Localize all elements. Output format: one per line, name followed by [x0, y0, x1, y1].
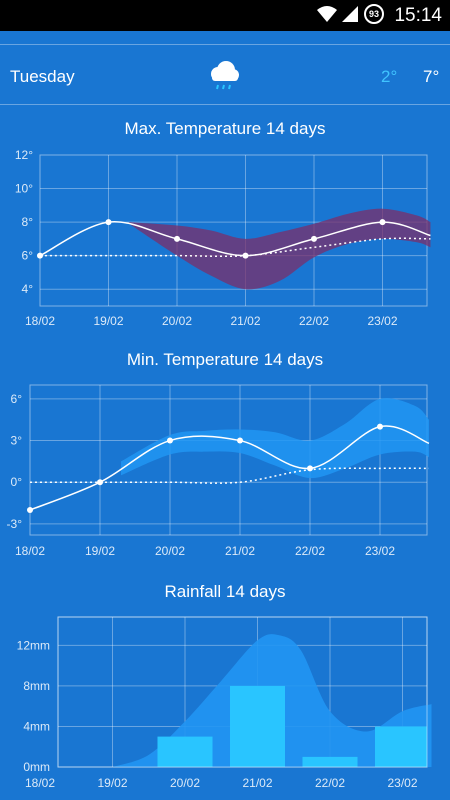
- temp-min: 2°: [381, 67, 398, 86]
- y-tick-label: 12mm: [17, 638, 50, 652]
- rainfall-bar: [302, 756, 358, 767]
- y-tick-label: 8mm: [23, 679, 50, 693]
- data-point: [311, 235, 317, 242]
- x-tick-label: 20/02: [155, 544, 185, 558]
- x-tick-label: 20/02: [162, 314, 192, 328]
- x-tick-label: 18/02: [25, 314, 55, 328]
- x-tick-label: 22/02: [299, 314, 329, 328]
- x-tick-label: 21/02: [230, 314, 260, 328]
- max-temp-chart-title: Max. Temperature 14 days: [124, 119, 326, 138]
- max-temp-chart: 18/02 19/02 20/02 21/02 22/02 23/02 4° 6° 8° 10° 1…: [15, 148, 431, 328]
- y-tick-label: 3°: [11, 434, 23, 448]
- rainfall-bar: [157, 736, 213, 767]
- data-point: [307, 465, 313, 472]
- x-tick-label: 18/02: [25, 776, 55, 790]
- x-tick-label: 22/02: [295, 544, 325, 558]
- data-point: [379, 219, 386, 226]
- x-tick-label: 21/02: [242, 776, 272, 790]
- y-tick-label: 10°: [15, 182, 33, 196]
- x-tick-label: 22/02: [315, 776, 345, 790]
- top-divider: [0, 44, 450, 45]
- temp-max: 7°: [423, 67, 440, 86]
- x-tick-label: 23/02: [387, 776, 417, 790]
- rainfall-bar: [230, 685, 285, 767]
- data-point: [105, 219, 112, 226]
- y-tick-label: 0°: [11, 475, 23, 489]
- y-tick-label: 6°: [11, 392, 23, 406]
- x-tick-label: 19/02: [85, 544, 115, 558]
- x-tick-label: 23/02: [365, 544, 395, 558]
- min-temp-chart: 18/02 19/02 20/02 21/02 22/02 23/02 -3° 0° 3° 6°: [7, 384, 430, 558]
- wifi-icon: [317, 6, 337, 22]
- data-point: [97, 479, 103, 486]
- rainfall-bar: [375, 726, 427, 767]
- day-label: Tuesday: [10, 67, 75, 86]
- x-tick-label: 23/02: [367, 314, 397, 328]
- y-tick-label: -3°: [7, 517, 23, 531]
- y-tick-label: 8°: [22, 215, 34, 229]
- data-point: [167, 437, 173, 444]
- x-tick-label: 20/02: [170, 776, 200, 790]
- forecast-summary-row[interactable]: Tuesday 2° 7°: [0, 50, 450, 102]
- data-point: [242, 252, 249, 259]
- rain-cloud-icon: [211, 61, 239, 90]
- data-point: [37, 252, 43, 259]
- y-tick-label: 12°: [15, 148, 33, 162]
- status-time: 15:14: [394, 5, 442, 26]
- x-tick-label: 18/02: [15, 544, 45, 558]
- data-point: [377, 423, 383, 430]
- y-tick-label: 4mm: [23, 719, 50, 733]
- data-point: [174, 235, 180, 242]
- header-divider: [0, 104, 450, 105]
- forecast-range-band: [121, 398, 429, 479]
- y-tick-label: 4°: [22, 282, 34, 296]
- rainfall-chart: 18/02 19/02 20/02 21/02 22/02 23/02 0mm 4mm 8mm 1…: [17, 616, 432, 790]
- chart-frame-overlay: [57, 616, 428, 768]
- min-temp-chart-title: Min. Temperature 14 days: [126, 350, 324, 369]
- y-tick-label: 6°: [22, 249, 34, 263]
- signal-icon: [342, 6, 358, 22]
- data-point: [27, 507, 33, 513]
- battery-icon: 93: [364, 4, 384, 24]
- x-tick-label: 21/02: [225, 544, 255, 558]
- status-bar: 93 15:14: [0, 0, 450, 31]
- data-point: [237, 437, 243, 444]
- rainfall-chart-title: Rainfall 14 days: [164, 582, 286, 601]
- historical-average-line: [29, 467, 430, 484]
- x-tick-label: 19/02: [97, 776, 127, 790]
- chart-frame: [29, 384, 428, 536]
- x-tick-label: 19/02: [93, 314, 123, 328]
- y-tick-label: 0mm: [23, 760, 50, 774]
